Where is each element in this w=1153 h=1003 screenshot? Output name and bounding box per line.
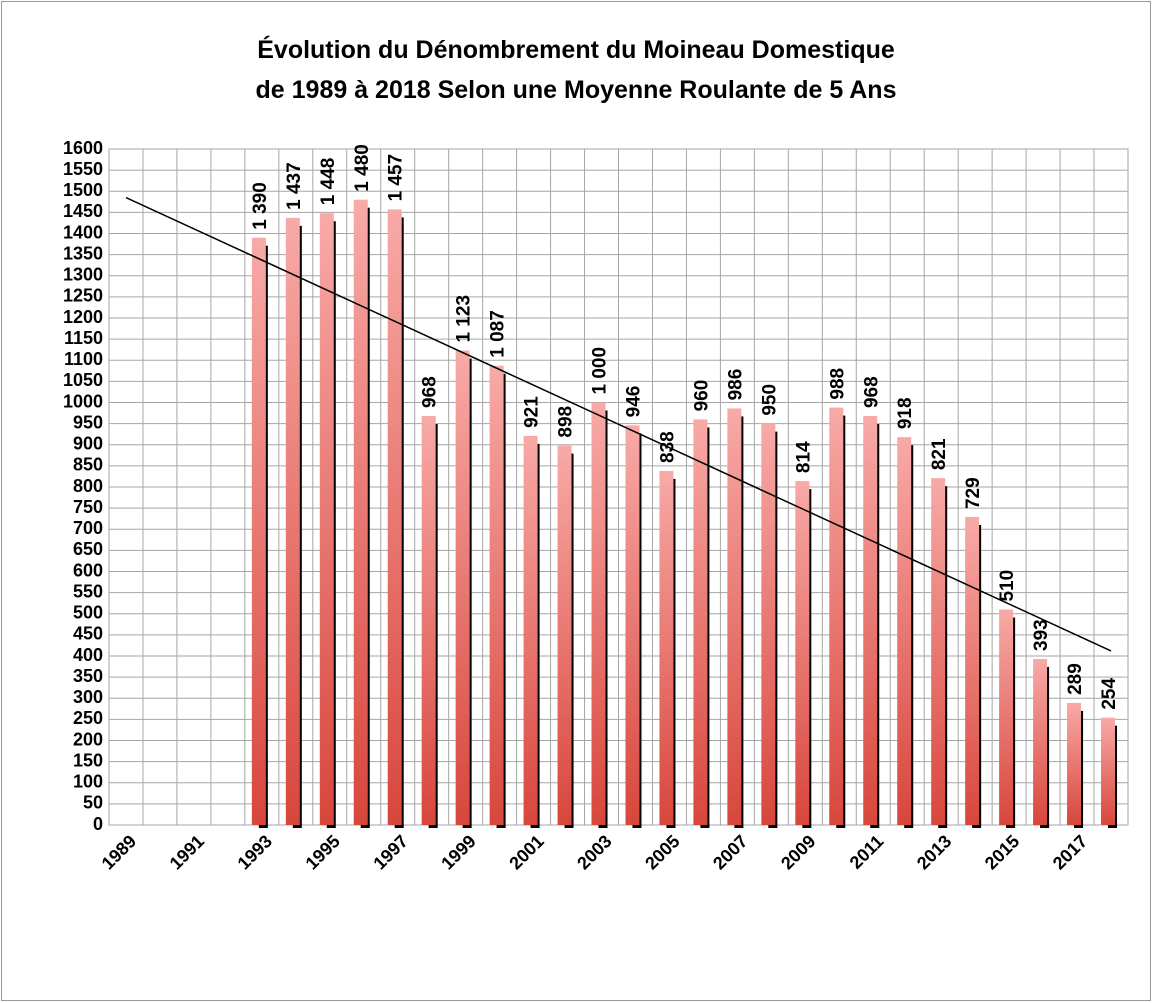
y-tick-label: 100 [73,772,103,792]
data-label: 988 [827,368,848,400]
y-tick-label: 250 [73,708,103,728]
data-label: 1 390 [250,182,271,230]
bar [897,437,912,825]
y-tick-label: 1250 [63,286,103,306]
data-label: 510 [997,570,1018,602]
data-label: 1 480 [352,144,373,192]
y-tick-label: 850 [73,455,103,475]
data-label: 1 000 [590,347,611,395]
y-tick-label: 1200 [63,307,103,327]
y-tick-label: 150 [73,750,103,770]
data-label: 946 [623,386,644,418]
bar [863,416,878,825]
y-tick-label: 1350 [63,243,103,263]
bar [387,209,402,826]
bar [489,365,504,825]
bar [659,470,674,825]
data-label: 1 087 [488,310,509,358]
y-tick-label: 1300 [63,265,103,285]
data-label: 968 [420,376,441,408]
data-label: 1 123 [454,295,475,343]
bar [1101,717,1116,825]
y-tick-label: 1600 [63,138,103,158]
y-tick-label: 600 [73,560,103,580]
bar [421,416,436,825]
data-label: 1 457 [386,154,407,202]
data-label: 968 [861,376,882,408]
y-tick-label: 400 [73,645,103,665]
y-tick-label: 1100 [64,349,103,369]
y-tick-label: 700 [73,518,103,538]
data-label: 289 [1065,663,1086,695]
data-label: 918 [895,397,916,429]
bar [319,213,334,826]
bar [1033,658,1048,825]
bar [557,445,572,825]
chart-title: de 1989 à 2018 Selon une Moyenne Roulant… [256,76,897,104]
bar [761,423,776,825]
y-tick-label: 750 [73,497,103,517]
y-tick-label: 900 [73,434,103,454]
y-tick-label: 1550 [63,159,103,179]
data-label: 729 [963,477,984,509]
bar [625,425,640,825]
bar [795,481,810,825]
data-label: 1 448 [318,158,339,206]
data-label: 960 [691,380,712,412]
y-tick-label: 950 [73,412,103,432]
data-label: 986 [725,369,746,401]
y-tick-label: 1000 [63,391,103,411]
bar [523,435,538,825]
y-tick-label: 1500 [63,180,103,200]
bar [1067,702,1082,825]
y-tick-label: 1050 [63,370,103,390]
trend-line [125,196,1112,652]
bar [693,419,708,825]
bar [999,609,1014,825]
bar [455,350,470,825]
y-tick-label: 450 [73,624,103,644]
y-tick-label: 350 [73,666,103,686]
y-tick-label: 500 [73,603,103,623]
bar [727,408,742,825]
data-label: 950 [759,384,780,416]
y-tick-label: 0 [93,814,103,834]
data-label: 921 [522,396,543,428]
y-tick-label: 550 [73,581,103,601]
data-label: 393 [1031,619,1052,651]
y-tick-label: 650 [73,539,103,559]
bar [251,237,266,826]
bar [931,478,946,825]
y-tick-label: 1150 [64,328,103,348]
data-label: 1 437 [284,162,305,210]
y-tick-label: 800 [73,476,103,496]
data-label: 814 [793,441,814,473]
y-tick-label: 300 [73,687,103,707]
bar [353,199,368,825]
y-tick-label: 1400 [63,222,103,242]
data-label: 254 [1099,678,1120,710]
chart-title: Évolution du Dénombrement du Moineau Dom… [257,35,895,64]
y-tick-label: 1450 [63,201,103,221]
bar [591,402,606,825]
y-tick-label: 200 [73,729,103,749]
bar [285,217,300,825]
bar [829,407,844,825]
data-label: 821 [929,438,950,470]
data-label: 898 [556,406,577,438]
bar [965,516,980,825]
y-tick-label: 50 [83,793,103,813]
